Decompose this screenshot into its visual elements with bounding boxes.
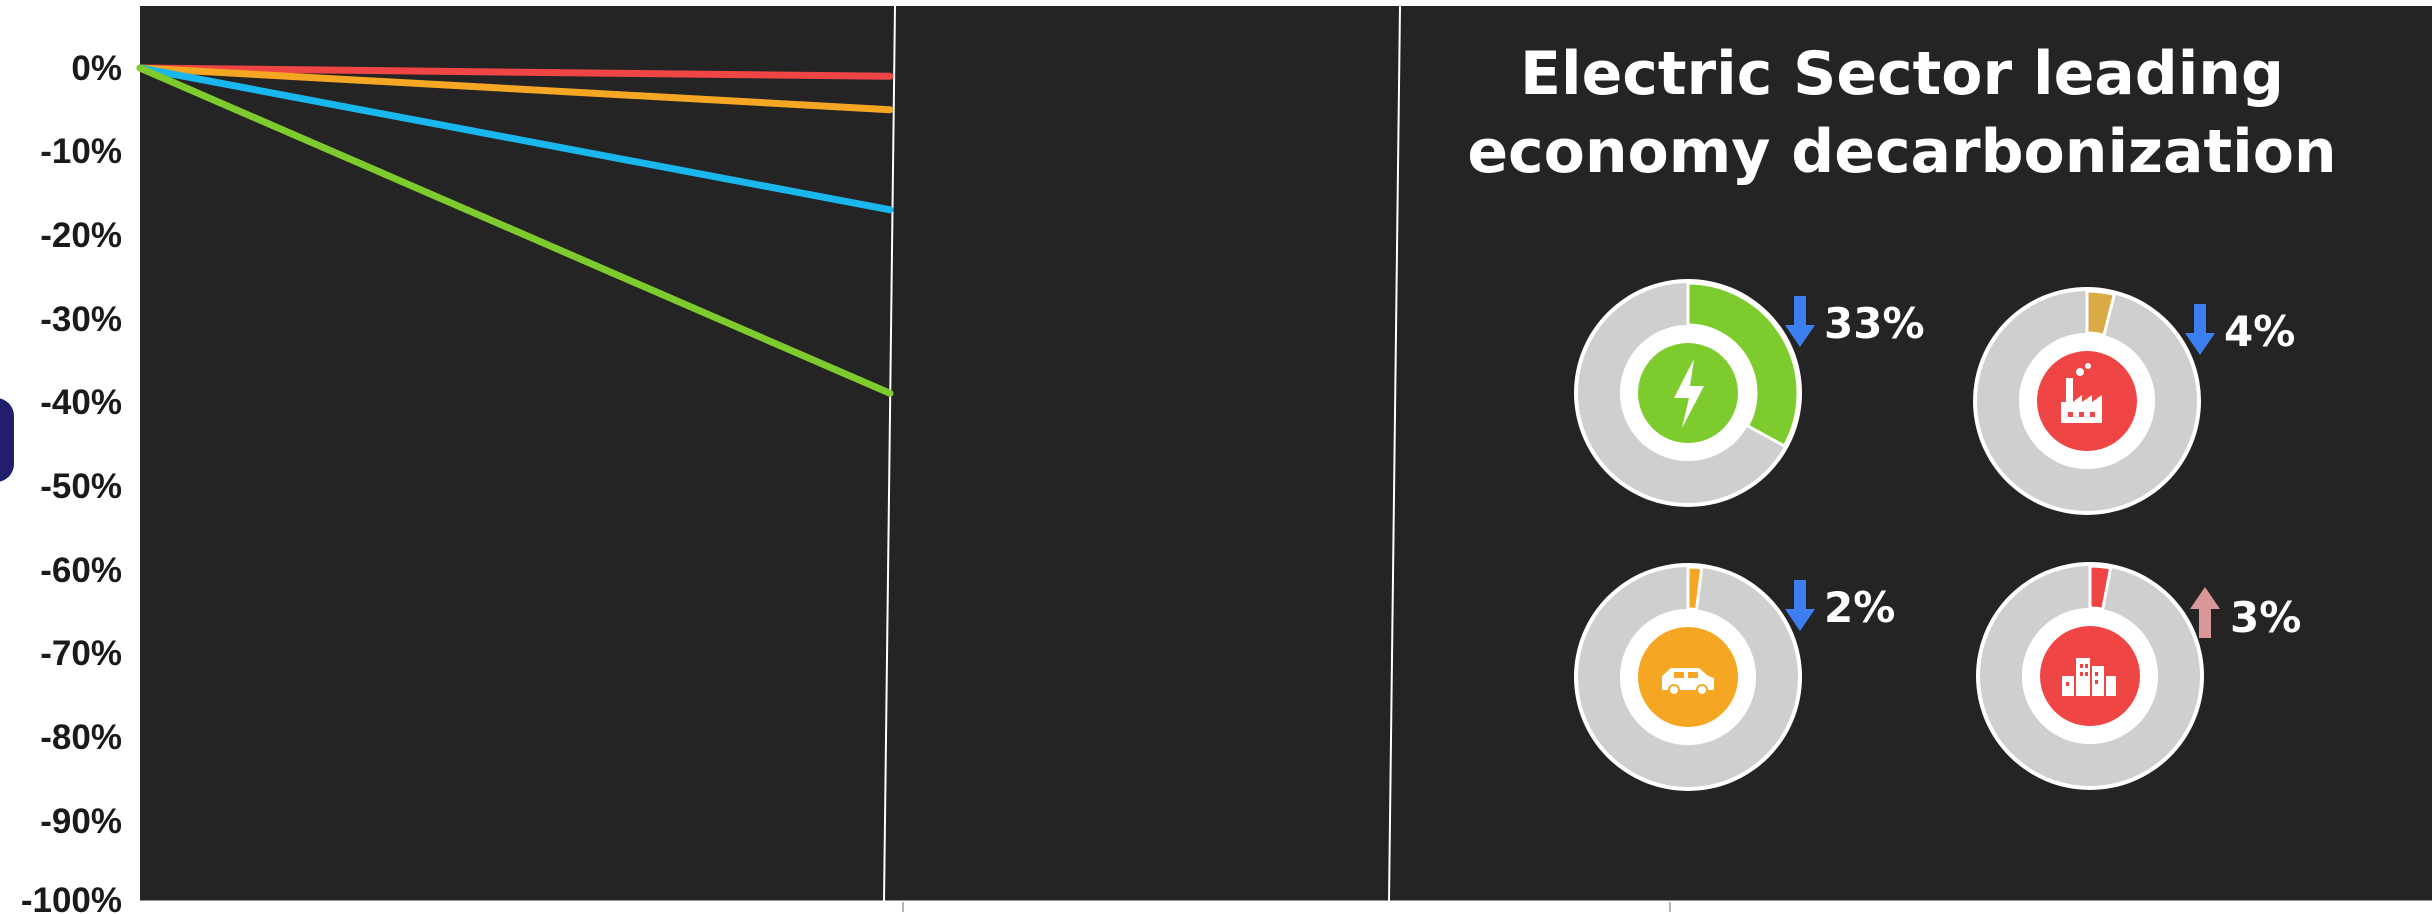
y-tick-label: -20% — [40, 216, 122, 255]
arrow-down-icon — [1785, 580, 1815, 631]
y-tick-label: -30% — [40, 300, 122, 339]
factory-icon — [2061, 363, 2102, 423]
car-icon — [1662, 668, 1714, 696]
y-tick-label: -60% — [40, 551, 122, 590]
line-series-0 — [136, 64, 894, 80]
panel-divider-2 — [1388, 5, 1401, 903]
donut-electric: 33% — [1574, 279, 1925, 507]
y-tick-label: -40% — [40, 383, 122, 422]
donut-buildings: 3% — [1976, 562, 2301, 790]
y-tick-label: -70% — [40, 634, 122, 673]
donut-slice-0 — [1686, 281, 1800, 449]
y-tick-label: -100% — [21, 881, 122, 914]
line-series-3 — [136, 64, 894, 397]
arrow-down-icon — [2185, 304, 2215, 355]
y-tick-label: -10% — [40, 132, 122, 171]
lightning-icon — [1674, 359, 1704, 428]
chart-title-line: economy decarbonization — [1467, 117, 2336, 187]
donut-industry: 4% — [1973, 287, 2295, 515]
y-tick-label: 0% — [71, 49, 122, 88]
donut-track — [1979, 566, 2200, 786]
cropped-axis-badge — [0, 398, 14, 482]
panel-divider-1 — [883, 5, 896, 903]
line-series-1 — [136, 64, 894, 114]
y-tick-label: -90% — [40, 802, 122, 841]
arrow-up-icon — [2190, 587, 2220, 638]
donut-percent-label: 33% — [1824, 299, 1925, 348]
chart-title-line: Electric Sector leading — [1520, 39, 2284, 109]
donut-percent-label: 3% — [2230, 593, 2301, 642]
line-series-2 — [136, 64, 894, 214]
donut-percent-label: 4% — [2224, 307, 2295, 356]
donut-transportation: 2% — [1574, 563, 1895, 791]
donut-track — [1577, 567, 1798, 787]
arrow-down-icon — [1785, 296, 1815, 347]
y-tick-label: -50% — [40, 467, 122, 506]
line-series-group — [136, 64, 894, 397]
donut-percent-label: 2% — [1824, 583, 1895, 632]
buildings-icon — [2062, 658, 2116, 696]
donut-track — [1976, 291, 2197, 511]
y-tick-label: -80% — [40, 718, 122, 757]
